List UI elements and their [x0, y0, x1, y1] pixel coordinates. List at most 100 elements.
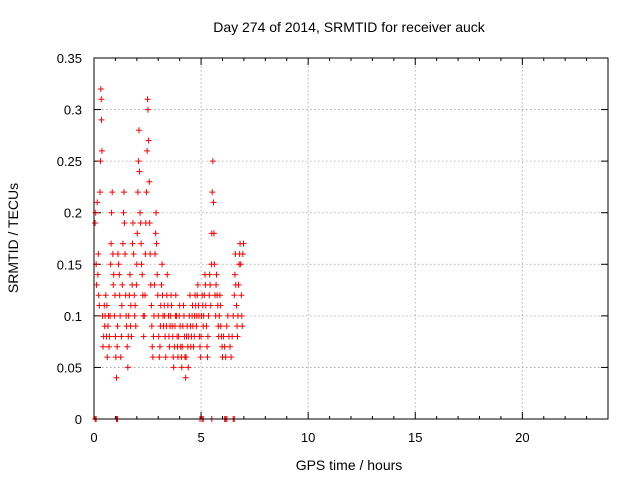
data-point-marker [118, 302, 125, 309]
data-point-marker [235, 281, 242, 288]
data-point-marker [170, 364, 177, 371]
data-point-marker [144, 147, 151, 154]
data-point-marker [144, 106, 151, 113]
data-point-marker [179, 343, 186, 350]
data-point-marker [108, 209, 115, 216]
data-point-marker [146, 178, 153, 185]
data-point-marker [128, 333, 135, 340]
data-point-marker [94, 199, 101, 206]
data-point-marker [203, 323, 210, 330]
data-point-marker [106, 333, 113, 340]
data-point-marker [126, 271, 133, 278]
data-point-marker [162, 354, 169, 361]
data-point-marker [109, 189, 116, 196]
data-point-marker [132, 323, 139, 330]
data-point-marker [98, 96, 105, 103]
data-point-marker [204, 343, 211, 350]
data-point-marker [239, 323, 246, 330]
data-point-marker [117, 354, 124, 361]
data-point-marker [209, 189, 216, 196]
data-point-marker [204, 333, 211, 340]
data-point-marker [155, 333, 162, 340]
data-point-marker [153, 240, 160, 247]
y-tick-labels: 0 0.05 0.1 0.15 0.2 0.25 0.3 0.35 [57, 51, 82, 427]
data-point-marker [98, 147, 105, 154]
data-point-marker [92, 220, 99, 227]
data-point-marker [152, 230, 159, 237]
data-point-marker [133, 281, 140, 288]
data-point-marker [110, 281, 117, 288]
data-point-marker [107, 261, 114, 268]
data-point-marker [216, 312, 223, 319]
y-tick-label: 0.05 [57, 360, 82, 375]
data-point-marker [216, 292, 223, 299]
data-point-marker [224, 312, 231, 319]
data-point-marker [220, 333, 227, 340]
data-point-marker [112, 333, 119, 340]
data-point-marker [138, 240, 145, 247]
data-point-marker [213, 271, 220, 278]
data-point-marker [99, 343, 106, 350]
data-point-marker [131, 312, 138, 319]
data-point-marker [194, 281, 201, 288]
data-point-marker [125, 312, 132, 319]
x-axis-label: GPS time / hours [296, 457, 403, 473]
data-point-marker [95, 292, 102, 299]
x-tick-labels: 0 5 10 15 20 [90, 430, 529, 445]
data-point-marker [134, 230, 141, 237]
data-point-marker [238, 292, 245, 299]
data-point-marker [186, 292, 193, 299]
data-point-marker [134, 189, 141, 196]
data-point-marker [124, 343, 131, 350]
data-point-marker [138, 261, 145, 268]
data-point-marker [122, 250, 129, 257]
data-point-marker [149, 354, 156, 361]
data-point-marker [149, 343, 156, 350]
data-point-marker [136, 168, 143, 175]
data-point-marker [144, 96, 151, 103]
data-point-marker [124, 364, 131, 371]
data-point-marker [207, 302, 214, 309]
data-point-marker [197, 343, 204, 350]
data-point-marker [180, 302, 187, 309]
data-point-marker [237, 261, 244, 268]
data-point-marker [129, 240, 136, 247]
data-point-marker [145, 137, 152, 144]
data-point-marker [197, 354, 204, 361]
data-point-marker [114, 343, 121, 350]
data-point-marker [185, 364, 192, 371]
data-point-marker [234, 333, 241, 340]
data-point-marker [141, 312, 148, 319]
data-point-marker [221, 343, 228, 350]
data-point-marker [164, 271, 171, 278]
data-point-marker [104, 323, 111, 330]
data-point-marker [206, 271, 213, 278]
data-point-marker [193, 323, 200, 330]
y-tick-label: 0.2 [64, 206, 82, 221]
y-tick-label: 0.3 [64, 103, 82, 118]
data-point-marker [121, 220, 128, 227]
data-point-marker [96, 189, 103, 196]
chart-title: Day 274 of 2014, SRMTID for receiver auc… [213, 19, 486, 35]
y-tick-label: 0.1 [64, 309, 82, 324]
data-point-marker [151, 281, 158, 288]
data-point-marker [114, 250, 121, 257]
data-point-marker [154, 271, 161, 278]
data-point-marker [240, 240, 247, 247]
y-tick-label: 0.15 [57, 257, 82, 272]
data-point-marker [115, 261, 122, 268]
data-point-marker [103, 302, 110, 309]
y-axis-label: SRMTID / TECUs [5, 183, 21, 293]
data-point-marker [97, 85, 104, 92]
data-point-marker [110, 271, 117, 278]
data-point-marker [207, 281, 214, 288]
data-point-marker [233, 302, 240, 309]
data-point-marker [150, 333, 157, 340]
data-point-marker [104, 354, 111, 361]
data-point-marker [109, 250, 116, 257]
data-point-marker [94, 271, 101, 278]
data-point-marker [119, 240, 126, 247]
data-point-marker [172, 292, 179, 299]
data-point-marker [175, 333, 182, 340]
